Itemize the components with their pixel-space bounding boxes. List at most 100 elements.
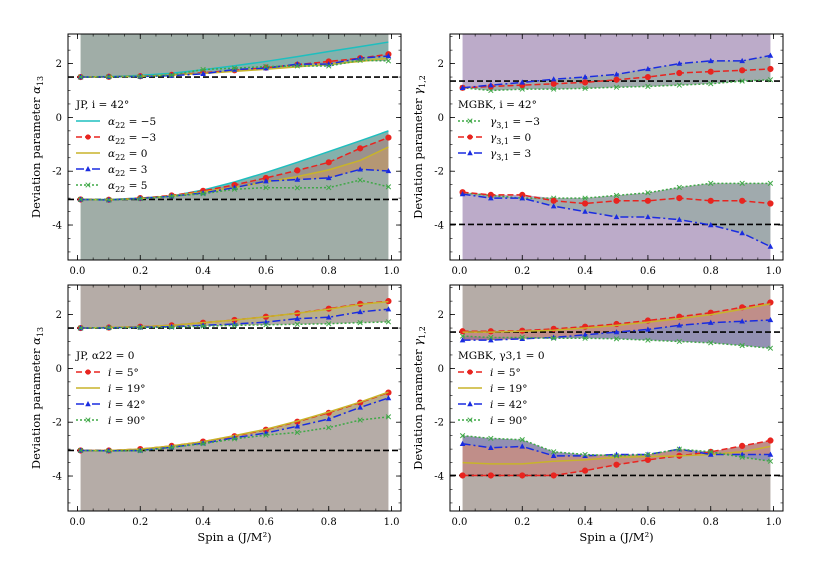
data-point — [582, 452, 588, 459]
legend-entry: α22 = 5 — [76, 180, 147, 194]
data-point — [644, 197, 652, 204]
data-point — [231, 66, 238, 72]
data-point — [487, 328, 494, 335]
data-point — [106, 325, 112, 331]
data-point — [169, 72, 175, 78]
data-point — [550, 80, 557, 87]
y-tick-label: 2 — [56, 310, 62, 321]
data-point — [357, 166, 363, 172]
data-point — [294, 167, 301, 174]
lower-region-fill — [462, 183, 771, 260]
data-point — [357, 308, 363, 315]
upper-region-fill — [462, 34, 771, 91]
data-point — [325, 159, 332, 166]
data-point — [294, 321, 300, 327]
series-line-0-lower — [462, 182, 771, 199]
series-line-4-lower — [80, 179, 389, 201]
data-point — [645, 190, 651, 196]
x-tick-label: 0.0 — [69, 517, 85, 528]
data-point — [169, 324, 175, 330]
data-point — [550, 76, 557, 82]
x-tick-label: 1.0 — [766, 517, 782, 528]
data-point — [200, 323, 206, 329]
y-tick-label: 2 — [438, 59, 444, 70]
data-point — [77, 325, 84, 331]
legend-label: α22 = 5 — [108, 180, 147, 194]
data-point — [739, 197, 746, 204]
data-point — [676, 60, 683, 66]
data-point — [263, 322, 269, 328]
data-point — [326, 63, 332, 69]
legend-entry: γ3,1 = 3 — [458, 148, 531, 162]
x-tick-label: 0.8 — [321, 517, 337, 528]
x-tick-label: 0.6 — [258, 266, 274, 277]
legend-label: i = 42° — [490, 399, 527, 411]
data-point — [326, 424, 332, 431]
x-axis-label: Spin a (J/M²) — [197, 530, 271, 544]
x-axis-label: Spin a (J/M²) — [579, 530, 653, 544]
series-line-0-upper — [462, 78, 771, 92]
data-point — [459, 337, 466, 343]
data-point — [459, 191, 466, 197]
series-line-1-upper — [462, 303, 771, 333]
x-tick-label: 0.6 — [258, 517, 274, 528]
data-point — [77, 74, 84, 80]
lower-region-fill — [80, 392, 389, 511]
data-point — [551, 449, 557, 455]
legend-marker — [467, 118, 473, 124]
legend-entry: α22 = 3 — [76, 164, 147, 178]
data-point — [231, 436, 238, 442]
legend-marker — [85, 134, 91, 140]
data-point — [519, 437, 525, 443]
data-point — [707, 222, 714, 228]
data-point — [676, 82, 682, 88]
x-tick-label: 0.0 — [451, 266, 467, 277]
data-point — [263, 432, 269, 438]
x-tick-label: 0.4 — [195, 266, 211, 277]
legend-marker — [85, 417, 91, 423]
legend-marker — [467, 417, 473, 423]
data-point — [582, 74, 588, 80]
data-point — [459, 472, 466, 479]
data-point — [613, 71, 620, 77]
plot-area — [450, 34, 783, 260]
data-point — [263, 178, 269, 184]
data-point — [581, 467, 589, 474]
data-point — [645, 326, 651, 332]
y-tick-label: 2 — [56, 59, 62, 70]
data-point — [644, 73, 652, 81]
data-point — [294, 185, 300, 191]
legend-title: MGBK, i = 42° — [458, 99, 537, 111]
data-point — [263, 184, 269, 191]
data-point — [550, 203, 557, 209]
data-point — [488, 435, 494, 442]
data-point — [137, 73, 143, 80]
data-point — [488, 82, 494, 88]
data-point — [200, 441, 206, 447]
x-tick-label: 0.8 — [321, 266, 337, 277]
data-point — [676, 338, 682, 345]
data-point — [326, 184, 332, 191]
legend-label: α22 = 0 — [108, 148, 147, 162]
data-point — [676, 322, 683, 328]
lower-region-fill — [80, 130, 389, 260]
data-point — [519, 472, 526, 479]
legend-label: i = 90° — [490, 415, 527, 427]
data-point — [676, 184, 682, 191]
legend-entry: i = 42° — [76, 399, 145, 411]
data-point — [459, 333, 466, 339]
data-point — [707, 68, 714, 75]
legend-entry: i = 19° — [458, 383, 527, 395]
series-line-2-upper — [462, 54, 771, 89]
data-point — [137, 196, 143, 202]
band-fill — [80, 147, 389, 201]
data-point — [106, 197, 112, 203]
data-point — [200, 70, 206, 77]
x-tick-label: 0.0 — [451, 517, 467, 528]
legend-marker — [467, 150, 473, 156]
data-point — [676, 216, 683, 222]
data-point — [613, 336, 620, 342]
data-point — [550, 197, 557, 204]
legend-entry: i = 90° — [458, 415, 527, 427]
x-tick-label: 1.0 — [766, 266, 782, 277]
